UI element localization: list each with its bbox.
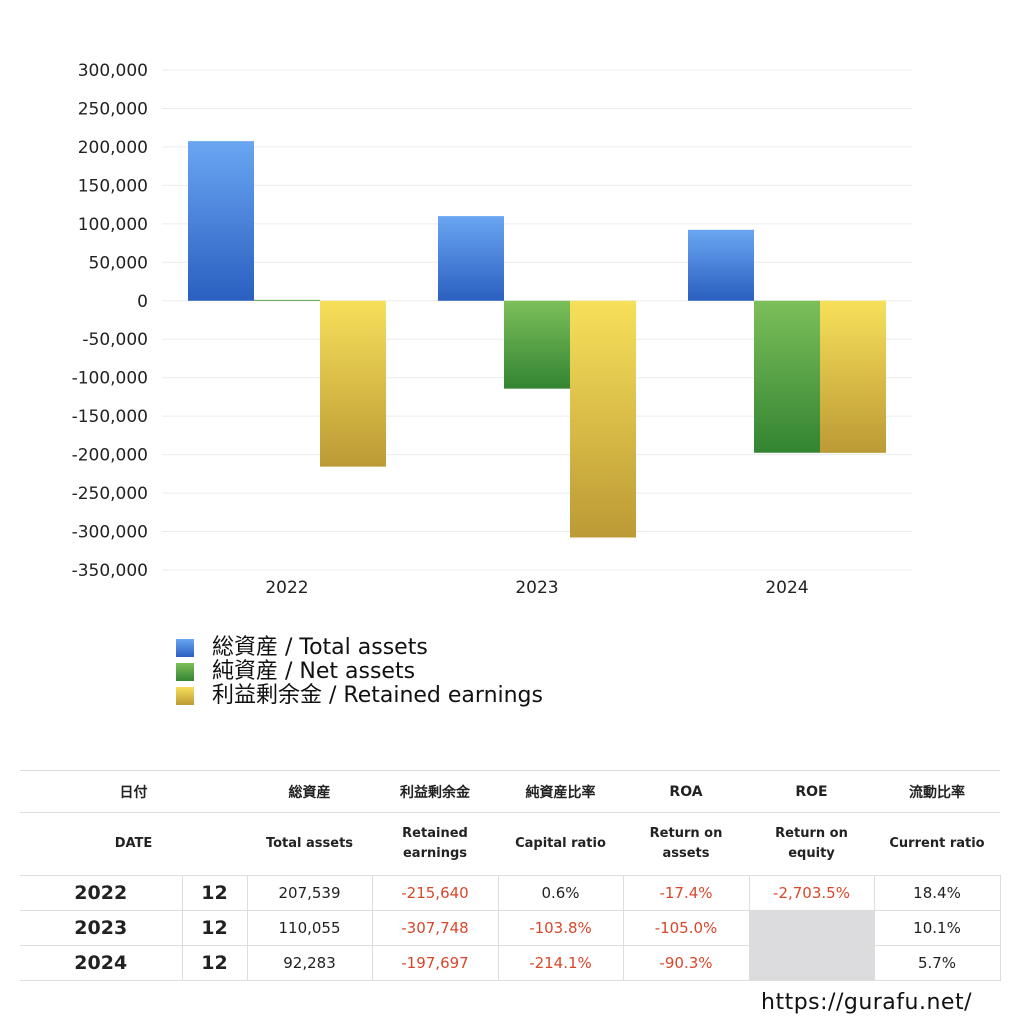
x-tick-label: 2023 [515,578,558,598]
cell-total-assets: 207,539 [246,875,373,911]
y-tick-label: 0 [137,292,148,312]
y-tick-label: 100,000 [78,215,148,235]
bar-net-assets-2022 [254,299,320,301]
cell-capital-ratio: 0.6% [497,875,624,911]
bar-net-assets-2024 [754,300,820,453]
y-tick-label: -100,000 [72,369,148,389]
bar-retained-earnings-2022 [320,300,386,467]
cell-month: 12 [182,910,248,946]
header-date-en: DATE [20,812,247,876]
header-capital-ratio-en: Capital ratio [498,812,623,876]
header-row-en: DATE Total assets Retained earnings Capi… [20,812,1000,876]
cell-capital-ratio: -103.8% [497,910,624,946]
cell-month: 12 [182,875,248,911]
bar-total-assets-2023 [438,216,504,301]
bar-net-assets-2023 [504,300,570,389]
bar-total-assets-2024 [688,229,754,301]
bar-retained-earnings-2023 [570,300,636,538]
y-tick-label: 200,000 [78,138,148,158]
y-tick-label: -350,000 [72,561,148,581]
table-row: 2024 12 92,283 -197,697 -214.1% -90.3% 5.7% [20,945,1001,981]
cell-current-ratio: 18.4% [873,875,1001,911]
cell-roa: -105.0% [622,910,750,946]
cell-total-assets: 92,283 [246,945,373,981]
header-current-ratio-en: Current ratio [874,812,1000,876]
legend-item-net-assets: 純資産 / Net assets [176,660,543,684]
y-tick-label: 150,000 [78,176,148,196]
header-retained-en: Retained earnings [372,812,498,876]
y-tick-label: 250,000 [78,99,148,119]
site-url: https://gurafu.net/ [761,990,972,1015]
y-tick-label: 50,000 [89,253,148,273]
cell-current-ratio: 10.1% [873,910,1001,946]
table-row: 2023 12 110,055 -307,748 -103.8% -105.0% 10.1% [20,910,1001,946]
chart-legend: 総資産 / Total assets 純資産 / Net assets 利益剰余… [176,636,543,708]
cell-roe: -2,703.5% [748,875,875,911]
header-roe: ROE [749,770,874,813]
legend-swatch [176,687,194,705]
header-current-ratio: 流動比率 [874,770,1000,813]
legend-item-retained-earnings: 利益剰余金 / Retained earnings [176,684,543,708]
cell-roa: -17.4% [622,875,750,911]
financial-table: 日付 総資産 利益剰余金 純資産比率 ROA ROE 流動比率 DATE Tot… [20,770,1001,981]
x-tick-label: 2022 [265,578,308,598]
cell-total-assets: 110,055 [246,910,373,946]
cell-capital-ratio: -214.1% [497,945,624,981]
header-date: 日付 [20,770,247,813]
legend-label: 利益剰余金 / Retained earnings [212,683,543,708]
header-row-jp: 日付 総資産 利益剰余金 純資産比率 ROA ROE 流動比率 [20,770,1000,813]
legend-item-total-assets: 総資産 / Total assets [176,636,543,660]
bar-total-assets-2022 [188,141,254,301]
y-tick-label: -300,000 [72,523,148,543]
cell-year: 2022 [20,875,183,911]
cell-year: 2023 [20,910,183,946]
legend-label: 総資産 / Total assets [212,635,428,660]
legend-label: 純資産 / Net assets [212,659,416,684]
header-capital-ratio: 純資産比率 [498,770,623,813]
y-tick-label: 300,000 [78,61,148,81]
cell-month: 12 [182,945,248,981]
header-retained: 利益剰余金 [372,770,498,813]
table-row: 2022 12 207,539 -215,640 0.6% -17.4% -2,703.5%… [20,875,1001,911]
header-roa-en: Return on assets [623,812,749,876]
y-tick-label: -50,000 [82,330,148,350]
y-tick-label: -150,000 [72,407,148,427]
bar-chart: 300,000 250,000 200,000 150,000 100,000 50,00… [72,61,912,598]
cell-roe [748,910,875,946]
cell-roa: -90.3% [622,945,750,981]
cell-current-ratio: 5.7% [873,945,1001,981]
y-tick-label: -200,000 [72,446,148,466]
legend-swatch [176,663,194,681]
header-total-assets: 総資産 [247,770,372,813]
cell-retained: -307,748 [371,910,499,946]
header-total-assets-en: Total assets [247,812,372,876]
cell-retained: -215,640 [371,875,499,911]
x-tick-label: 2024 [765,578,808,598]
legend-swatch [176,639,194,657]
y-tick-label: -250,000 [72,484,148,504]
header-roa: ROA [623,770,749,813]
cell-roe [748,945,875,981]
cell-retained: -197,697 [371,945,499,981]
header-roe-en: Return on equity [749,812,874,876]
cell-year: 2024 [20,945,183,981]
bar-retained-earnings-2024 [820,300,886,453]
